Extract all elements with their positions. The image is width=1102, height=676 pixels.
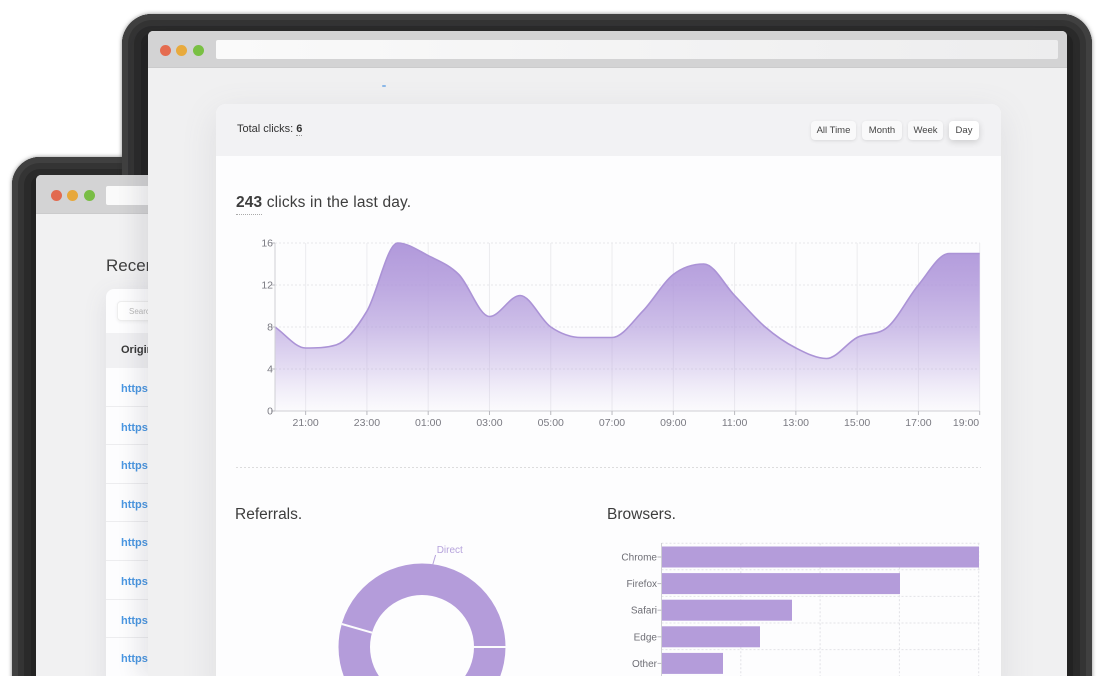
svg-text:Safari: Safari (631, 606, 657, 617)
svg-text:Chrome: Chrome (621, 553, 657, 564)
svg-text:23:00: 23:00 (354, 417, 380, 429)
svg-text:Other: Other (632, 659, 658, 670)
svg-text:12: 12 (261, 280, 273, 292)
svg-text:07:00: 07:00 (599, 417, 625, 429)
svg-text:4: 4 (267, 364, 273, 376)
svg-text:Edge: Edge (634, 632, 658, 643)
svg-text:01:00: 01:00 (415, 417, 441, 429)
svg-text:17:00: 17:00 (905, 417, 931, 429)
svg-text:11:00: 11:00 (722, 417, 748, 429)
svg-text:19:00: 19:00 (953, 417, 979, 429)
svg-text:13:00: 13:00 (783, 417, 809, 429)
svg-text:Direct: Direct (437, 545, 463, 556)
svg-text:15:00: 15:00 (844, 417, 870, 429)
svg-text:21:00: 21:00 (292, 417, 318, 429)
svg-text:Referrals.: Referrals. (235, 506, 302, 523)
svg-text:05:00: 05:00 (538, 417, 564, 429)
svg-text:8: 8 (267, 322, 273, 334)
svg-text:Firefox: Firefox (626, 579, 657, 590)
svg-text:Browsers.: Browsers. (607, 506, 676, 523)
svg-text:0: 0 (267, 406, 273, 418)
svg-text:16: 16 (261, 238, 273, 250)
svg-text:03:00: 03:00 (476, 417, 502, 429)
svg-text:09:00: 09:00 (660, 417, 686, 429)
